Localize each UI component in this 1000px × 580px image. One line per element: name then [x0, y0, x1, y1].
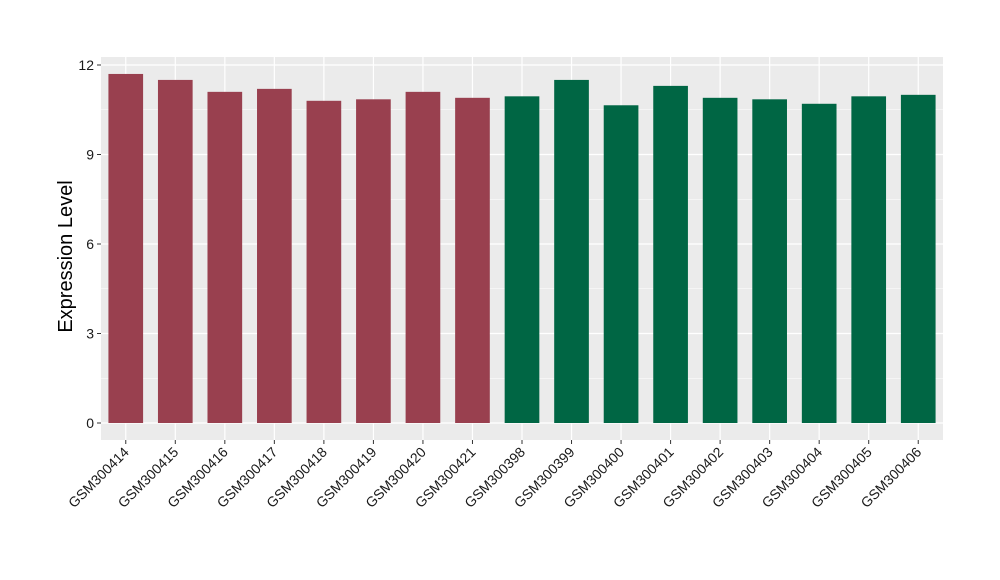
bar-GSM300418: [306, 100, 342, 424]
bar-GSM300403: [752, 99, 787, 423]
bar-GSM300400: [603, 105, 639, 424]
y-tick-label: 3: [86, 326, 94, 342]
y-tick-label: 0: [86, 415, 94, 431]
bars-group: [108, 73, 936, 424]
bar-GSM300421: [455, 97, 490, 424]
x-axis: GSM300414GSM300415GSM300416GSM300417GSM3…: [65, 440, 925, 511]
bar-GSM300406: [900, 94, 936, 423]
bar-GSM300402: [702, 97, 738, 424]
y-axis: 0 3 6 9 12: [78, 57, 101, 431]
bar-GSM300405: [851, 96, 887, 423]
y-tick-label: 6: [86, 236, 94, 252]
bar-GSM300415: [157, 79, 193, 424]
bar-GSM300419: [356, 99, 391, 423]
bar-GSM300398: [504, 96, 540, 423]
bar-GSM300401: [653, 85, 688, 423]
bar-GSM300399: [554, 79, 589, 424]
y-axis-title: Expression Level: [55, 180, 77, 332]
y-tick-label: 12: [78, 57, 94, 73]
y-tick-label: 9: [86, 147, 94, 163]
bar-GSM300404: [801, 103, 837, 424]
bar-GSM300420: [405, 91, 441, 423]
bar-GSM300417: [257, 88, 292, 423]
bar-GSM300416: [207, 91, 243, 423]
bar-GSM300414: [108, 73, 144, 423]
